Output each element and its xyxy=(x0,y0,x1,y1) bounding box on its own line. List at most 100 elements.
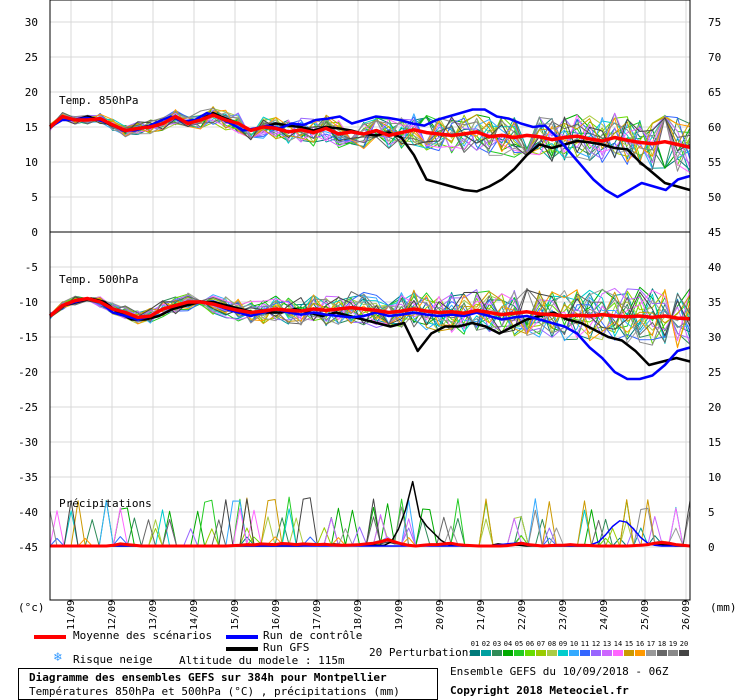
perturbation-number: 10 xyxy=(569,640,579,648)
perturbation-swatch xyxy=(624,650,634,656)
perturbation-number: 19 xyxy=(668,640,678,648)
perturbation-line-850 xyxy=(49,107,691,172)
perturbation-line-850 xyxy=(49,112,691,170)
perturbation-number: 17 xyxy=(646,640,656,648)
x-axis-dates: 11/09 12/09 13/09 14/09 15/09 16/09 17/09 18/09… xyxy=(66,600,692,630)
perturbation-swatch xyxy=(580,650,590,656)
perturbation-number: 08 xyxy=(547,640,557,648)
panel-frames xyxy=(49,0,691,601)
right-tick-label: 50 xyxy=(708,191,721,204)
left-tick-label: 20 xyxy=(25,86,38,99)
perturbation-number: 16 xyxy=(635,640,645,648)
panel-label-850: Temp. 850hPa xyxy=(59,94,138,107)
perturbation-swatch xyxy=(591,650,601,656)
left-tick-label: -15 xyxy=(18,331,38,344)
right-tick-label: 60 xyxy=(708,121,721,134)
right-tick-label: 25 xyxy=(708,366,721,379)
legend-control-swatch xyxy=(226,635,258,639)
perturbation-number: 07 xyxy=(536,640,546,648)
legend-perturbations-label: 20 Perturbations xyxy=(369,646,475,659)
perturbation-swatch xyxy=(492,650,502,656)
perturbation-number: 02 xyxy=(481,640,491,648)
perturbation-line-850 xyxy=(49,112,691,161)
right-tick-label: 55 xyxy=(708,156,721,169)
perturbation-swatch xyxy=(613,650,623,656)
x-date-label: 16/09 xyxy=(271,600,282,630)
left-axis-unit: (°c) xyxy=(18,601,45,614)
left-tick-label: 0 xyxy=(31,226,38,239)
x-date-label: 24/09 xyxy=(599,600,610,630)
panel-500-frame xyxy=(49,231,691,601)
x-date-label: 13/09 xyxy=(148,600,159,630)
left-tick-label: -25 xyxy=(18,401,38,414)
perturbation-swatch xyxy=(668,650,678,656)
perturbation-swatch xyxy=(569,650,579,656)
right-tick-label: 30 xyxy=(708,331,721,344)
right-tick-label: 70 xyxy=(708,51,721,64)
perturbation-swatch xyxy=(679,650,689,656)
legend-altitude: Altitude du modele : 115m xyxy=(179,654,345,667)
perturbation-number: 20 xyxy=(679,640,689,648)
perturbation-number: 11 xyxy=(580,640,590,648)
x-date-label: 17/09 xyxy=(312,600,323,630)
perturbation-number: 18 xyxy=(657,640,667,648)
x-date-label: 22/09 xyxy=(517,600,528,630)
left-tick-label: -30 xyxy=(18,436,38,449)
chart-subtitle: Températures 850hPa et 500hPa (°C) , pré… xyxy=(29,685,400,698)
right-axis-unit: (mm) xyxy=(710,601,737,614)
x-date-label: 14/09 xyxy=(189,600,200,630)
right-tick-label: 75 xyxy=(708,16,721,29)
perturbation-swatch xyxy=(514,650,524,656)
left-axis-ticks: 30 25 20 15 10 5 0 -5 -10 -15 -20 -25 -30 -35 -40 -45 xyxy=(18,16,38,554)
perturbation-swatch xyxy=(536,650,546,656)
legend-control-label: Run de contrôle xyxy=(263,629,363,642)
perturbation-number: 03 xyxy=(492,640,502,648)
x-date-label: 11/09 xyxy=(66,600,77,630)
perturbation-line-500 xyxy=(49,288,691,342)
perturbation-number: 09 xyxy=(558,640,568,648)
panel-label-500: Temp. 500hPa xyxy=(59,273,138,286)
chart-title: Diagramme des ensembles GEFS sur 384h po… xyxy=(29,671,387,684)
perturbation-swatch xyxy=(602,650,612,656)
x-date-label: 12/09 xyxy=(107,600,118,630)
perturbation-number: 12 xyxy=(591,640,601,648)
perturbation-swatch xyxy=(646,650,656,656)
left-tick-label: 5 xyxy=(31,191,38,204)
x-date-label: 19/09 xyxy=(394,600,405,630)
right-tick-label: 65 xyxy=(708,86,721,99)
legend-gfs-label: Run GFS xyxy=(263,641,310,654)
perturbation-number: 05 xyxy=(514,640,524,648)
perturbation-number: 15 xyxy=(624,640,634,648)
left-tick-label: 10 xyxy=(25,156,38,169)
series-line-850 xyxy=(49,108,691,199)
main-series-lines xyxy=(48,108,691,548)
chart-title-box: Diagramme des ensembles GEFS sur 384h po… xyxy=(18,668,438,700)
copyright: Copyright 2018 Meteociel.fr xyxy=(450,684,629,697)
x-date-label: 26/09 xyxy=(681,600,692,630)
perturbation-line-500 xyxy=(49,288,691,339)
left-tick-label: -40 xyxy=(18,506,38,519)
perturbation-number: 14 xyxy=(613,640,623,648)
x-date-label: 15/09 xyxy=(230,600,241,630)
right-tick-label: 0 xyxy=(708,541,715,554)
left-tick-label: 25 xyxy=(25,51,38,64)
perturbation-swatch xyxy=(503,650,513,656)
left-tick-label: 30 xyxy=(25,16,38,29)
x-date-label: 25/09 xyxy=(640,600,651,630)
x-date-label: 23/09 xyxy=(558,600,569,630)
right-tick-label: 10 xyxy=(708,471,721,484)
series-line-850 xyxy=(48,113,691,150)
snowflake-icon: ❄ xyxy=(54,650,62,665)
perturbation-swatch xyxy=(481,650,491,656)
right-tick-label: 5 xyxy=(708,506,715,519)
perturbation-number: 04 xyxy=(503,640,513,648)
perturbation-swatch xyxy=(525,650,535,656)
left-tick-label: -20 xyxy=(18,366,38,379)
perturbation-number: 01 xyxy=(470,640,480,648)
panel-label-precip: Précipitations xyxy=(59,497,152,510)
x-date-label: 18/09 xyxy=(353,600,364,630)
right-tick-label: 45 xyxy=(708,226,721,239)
series-line-500 xyxy=(48,296,691,321)
